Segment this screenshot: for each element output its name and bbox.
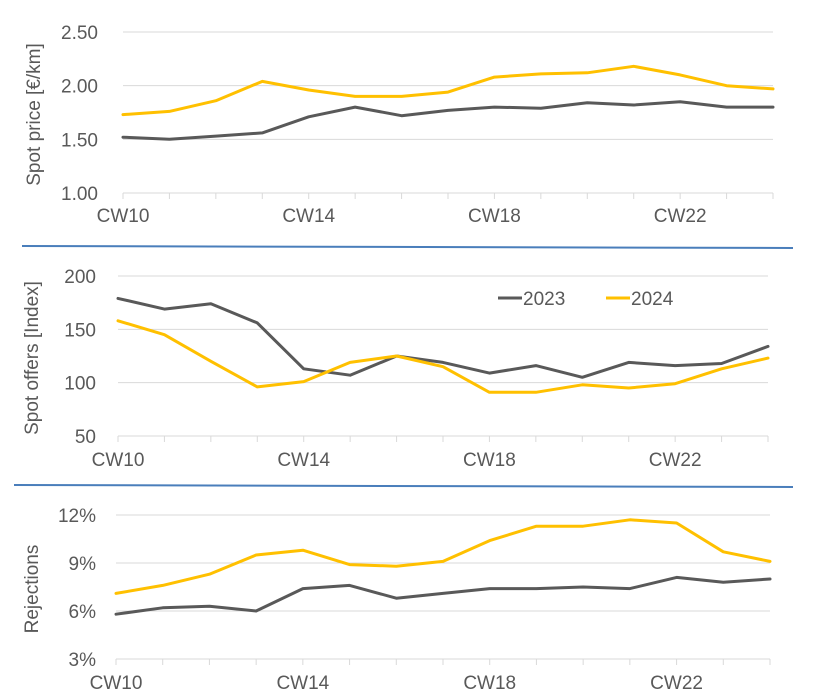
spot-price-panel: 1.00 1.50 2.00 2.50 CW10 CW14 CW18 CW22 Spot pri… xyxy=(24,23,775,227)
x-tick-label: CW22 xyxy=(649,450,702,471)
x-tick-label: CW10 xyxy=(90,673,143,694)
x-tick-label: CW14 xyxy=(277,450,330,471)
series-line-2023 xyxy=(114,575,772,616)
y-tick-label: 12% xyxy=(58,506,96,527)
y-tick-label: 150 xyxy=(64,320,96,341)
series-line-2024 xyxy=(114,518,772,595)
y-tick-label: 3% xyxy=(69,650,97,671)
y-tick-label: 200 xyxy=(64,267,96,288)
y-tick-label: 6% xyxy=(69,602,97,623)
spot-offers-panel: 50 100 150 200 CW10 CW14 CW18 CW22 Spot offers [… xyxy=(22,267,770,471)
y-tick-label: 9% xyxy=(69,554,97,575)
panel-separator-2 xyxy=(13,484,794,488)
y-axis-label: Spot price [€/km] xyxy=(24,43,45,186)
x-tick-label: CW10 xyxy=(92,450,145,471)
x-tick-label: CW18 xyxy=(468,206,521,227)
y-tick-label: 1.00 xyxy=(61,184,98,205)
x-tick-label: CW22 xyxy=(654,206,707,227)
x-tick-label: CW22 xyxy=(650,673,703,694)
series-line-2024 xyxy=(121,64,775,117)
series-line-2023 xyxy=(121,100,775,141)
y-tick-label: 50 xyxy=(75,427,96,448)
x-tick-label: CW14 xyxy=(276,673,329,694)
legend-label-2023: 2023 xyxy=(523,289,565,310)
y-axis-label: Spot offers [Index] xyxy=(22,281,43,435)
rejections-panel: 3% 6% 9% 12% CW10 CW14 CW18 CW22 Rejections xyxy=(22,506,772,694)
series-line-2024 xyxy=(116,319,770,394)
panel-separator-1 xyxy=(21,245,794,249)
series-line-2023 xyxy=(116,296,770,379)
y-axis-label: Rejections xyxy=(22,545,43,634)
x-tick-label: CW14 xyxy=(282,206,335,227)
y-tick-label: 100 xyxy=(64,374,96,395)
x-tick-label: CW18 xyxy=(463,673,516,694)
y-tick-label: 2.50 xyxy=(61,23,98,44)
legend-label-2024: 2024 xyxy=(631,289,674,310)
x-tick-label: CW10 xyxy=(97,206,150,227)
y-tick-label: 2.00 xyxy=(61,77,98,98)
y-tick-label: 1.50 xyxy=(61,130,98,151)
x-tick-label: CW18 xyxy=(463,450,516,471)
